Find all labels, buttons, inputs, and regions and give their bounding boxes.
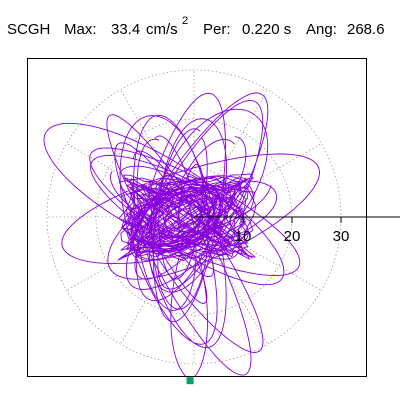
grid-spoke-210 [66, 216, 195, 291]
tick-label-20: 20 [284, 228, 301, 245]
grid-spoke-120 [120, 89, 195, 218]
peak-marker-group [186, 377, 194, 385]
orbit-core [117, 173, 257, 262]
grid-spoke-240 [120, 216, 195, 345]
per-value: 0.220 s [242, 21, 291, 38]
max-unit-exponent: 2 [182, 15, 188, 27]
grid-spoke-330 [193, 216, 322, 291]
ang-value: 268.6 [347, 21, 385, 38]
axes [194, 216, 400, 223]
station-code: SCGH [7, 21, 50, 38]
ang-label: Ang: [306, 21, 337, 38]
header: SCGH Max: 33.4 cm/s 2 Per: 0.220 s Ang: … [7, 15, 385, 38]
grid-spoke-300 [193, 216, 268, 345]
grid-spoke-60 [193, 89, 268, 218]
max-unit: cm/s [146, 21, 178, 38]
tick-label-30: 30 [333, 228, 350, 245]
tick-label-10: 10 [235, 228, 252, 245]
orbit-loop-2 [136, 92, 227, 323]
tick-labels: 10 20 30 [235, 228, 350, 245]
max-label: Max: [64, 21, 97, 38]
per-label: Per: [203, 21, 231, 38]
orbit-loop-4 [43, 122, 301, 286]
orbit-peak-excursion [170, 256, 208, 376]
orbit-trace [43, 92, 320, 376]
peak-marker [186, 377, 194, 385]
grid-spoke-150 [66, 143, 195, 218]
max-value: 33.4 [111, 21, 140, 38]
